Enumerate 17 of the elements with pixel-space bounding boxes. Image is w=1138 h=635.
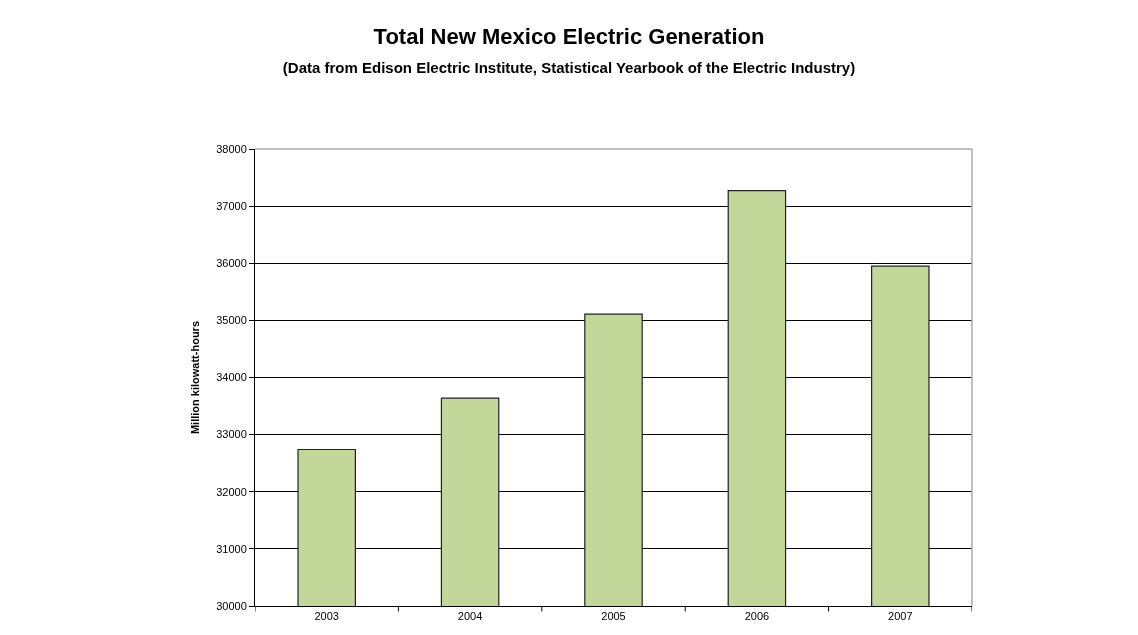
- x-tick-label: 2005: [601, 610, 626, 623]
- y-tick-label: 32000: [216, 485, 247, 498]
- y-axis-title: Million kilowatt-hours: [188, 320, 201, 435]
- y-tick-label: 38000: [216, 142, 247, 155]
- x-tick-label: 2007: [888, 610, 913, 623]
- y-tick-label: 36000: [216, 257, 247, 270]
- y-tick-label: 31000: [216, 542, 247, 555]
- x-tick-label: 2004: [457, 610, 483, 623]
- y-tick-label: 35000: [216, 314, 247, 327]
- chart-subtitle: (Data from Edison Electric Institute, Statistical Yearbook of the Electric Industry): [282, 59, 856, 77]
- x-tick-label: 2003: [314, 610, 339, 623]
- y-tick-label: 33000: [216, 428, 247, 441]
- y-tick-label: 30000: [216, 599, 247, 612]
- y-tick-label: 34000: [216, 371, 247, 384]
- y-tick-label: 37000: [216, 199, 247, 212]
- x-tick-label: 2006: [744, 610, 770, 623]
- chart-title: Total New Mexico Electric Generation: [373, 24, 765, 50]
